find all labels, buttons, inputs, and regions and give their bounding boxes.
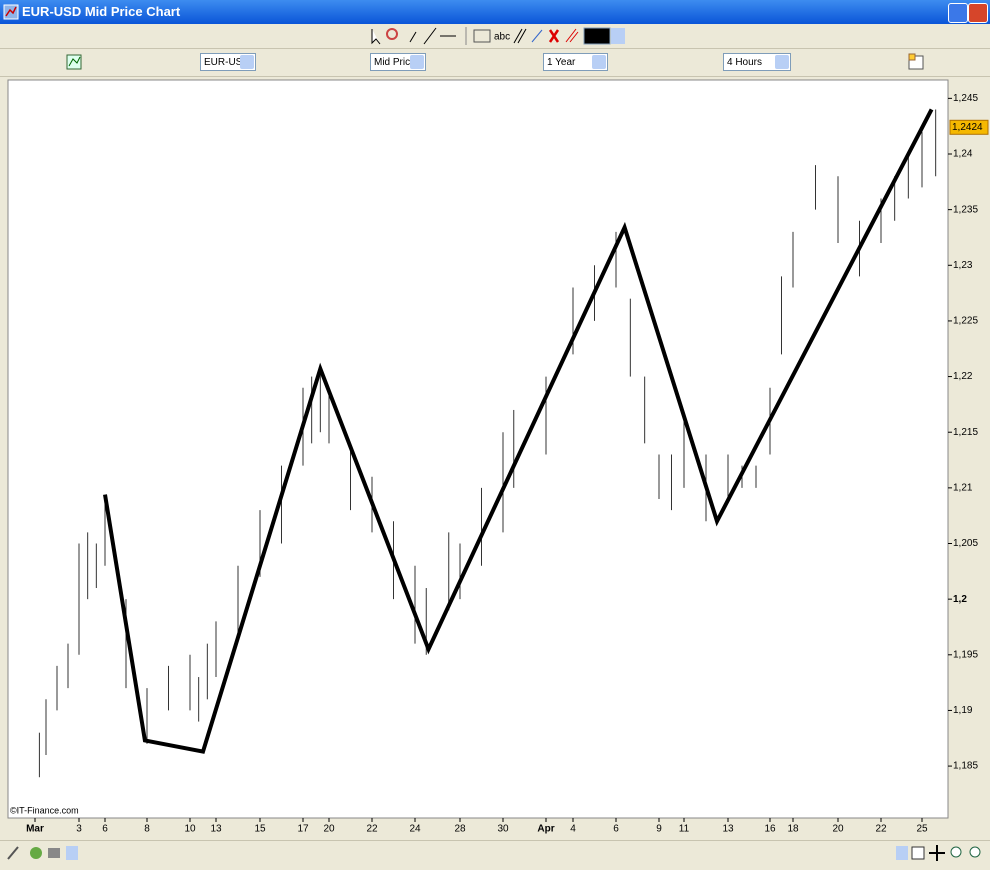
drawing-toolbar: abc — [0, 24, 990, 49]
pointer-tool[interactable] — [371, 29, 381, 45]
y-tick-label: 1,205 — [953, 538, 978, 549]
autoscale-icon[interactable] — [911, 846, 925, 860]
zigzag-line — [103, 108, 934, 754]
symbol-value: EUR-USD — [204, 57, 250, 68]
y-tick-label: 1,185 — [953, 761, 978, 772]
price-value: Mid Price — [374, 57, 416, 68]
y-tick-label: 1,195 — [953, 649, 978, 660]
x-tick-label: 16 — [764, 824, 776, 835]
x-tick-label: 30 — [497, 824, 509, 835]
x-tick-label: 24 — [409, 824, 421, 835]
fib-tool[interactable] — [473, 29, 491, 43]
text-tool[interactable]: abc — [494, 32, 510, 43]
y-tick-label: 1,23 — [953, 260, 973, 271]
zoom-tool[interactable] — [386, 28, 398, 40]
y-tick-label: 1,22 — [953, 371, 973, 382]
x-tick-label: 10 — [184, 824, 196, 835]
x-tick-label: 20 — [323, 824, 335, 835]
status-bar — [0, 840, 990, 865]
symbol-dropdown[interactable]: EUR-USD — [200, 53, 256, 71]
line-tool[interactable] — [409, 31, 417, 43]
channel-tool[interactable] — [513, 28, 527, 44]
x-tick-label: 17 — [297, 824, 309, 835]
x-tick-label: 15 — [254, 824, 266, 835]
color-picker[interactable] — [583, 27, 611, 45]
x-tick-label: 6 — [613, 824, 619, 835]
print-icon[interactable] — [48, 848, 60, 858]
x-tick-label: 28 — [454, 824, 466, 835]
trend-tool[interactable] — [531, 29, 543, 43]
close-button[interactable] — [968, 3, 988, 23]
x-tick-label: 13 — [210, 824, 222, 835]
y-tick-label: 1,21 — [953, 483, 973, 494]
ray-tool[interactable] — [423, 27, 437, 45]
y-tick-label: 1,2 — [953, 594, 967, 605]
chart-settings-icon[interactable] — [66, 54, 82, 70]
pan-icon[interactable] — [929, 845, 945, 861]
x-tick-label: 25 — [916, 824, 928, 835]
zoom-in[interactable] — [969, 846, 981, 858]
app-icon — [3, 4, 19, 20]
scroll-right[interactable] — [896, 846, 908, 860]
period-value: 1 Year — [547, 57, 576, 68]
y-tick-label: 1,19 — [953, 705, 973, 716]
y-tick-label: 1,24 — [953, 149, 973, 160]
export-icon[interactable] — [908, 53, 926, 71]
interval-dropdown[interactable]: 4 Hours — [723, 53, 791, 71]
toolbar-icons: abc — [371, 27, 625, 45]
x-tick-label: Apr — [537, 824, 554, 835]
x-tick-label: Mar — [26, 824, 44, 835]
status-icons — [7, 845, 981, 861]
x-tick-label: 9 — [656, 824, 662, 835]
watermark: ©IT-Finance.com — [10, 805, 79, 815]
last-price-label: 1,2424 — [952, 122, 983, 133]
price-dropdown[interactable]: Mid Price — [370, 53, 426, 71]
plot-area — [7, 79, 949, 819]
zoom-out[interactable] — [950, 846, 962, 858]
x-tick-label: 8 — [144, 824, 150, 835]
y-tick-label: 1,235 — [953, 204, 978, 215]
interval-value: 4 Hours — [727, 57, 763, 68]
x-tick-label: 6 — [102, 824, 108, 835]
y-tick-label: 1,225 — [953, 316, 978, 327]
tool-icon[interactable] — [7, 846, 19, 860]
delete-tool[interactable] — [548, 29, 560, 43]
title-bar: EUR-USD Mid Price Chart — [0, 0, 990, 24]
period-dropdown[interactable]: 1 Year — [543, 53, 608, 71]
x-tick-label: 20 — [832, 824, 844, 835]
y-tick-label: 1,245 — [953, 93, 978, 104]
tool-icon[interactable] — [30, 847, 42, 859]
x-tick-label: 11 — [679, 824, 690, 835]
x-tick-label: 4 — [570, 824, 576, 835]
x-tick-label: 22 — [366, 824, 378, 835]
x-tick-label: 22 — [875, 824, 887, 835]
restore-button[interactable] — [948, 3, 968, 23]
delete-all-tool[interactable] — [565, 28, 579, 43]
chart-controls: EUR-USD Mid Price 1 Year 4 Hours — [0, 49, 990, 77]
scroll-left[interactable] — [66, 846, 78, 860]
x-tick-label: 3 — [76, 824, 82, 835]
x-tick-label: 18 — [787, 824, 799, 835]
x-tick-label: 13 — [722, 824, 734, 835]
last-price-box — [949, 119, 989, 135]
y-tick-label: 1,215 — [953, 427, 978, 438]
chart: ©IT-Finance.com 1,185 1,19 1,195 1,2 1,205 1,… — [7, 79, 989, 835]
color-dropdown[interactable] — [611, 28, 625, 44]
window-title: EUR-USD Mid Price Chart — [22, 4, 181, 19]
